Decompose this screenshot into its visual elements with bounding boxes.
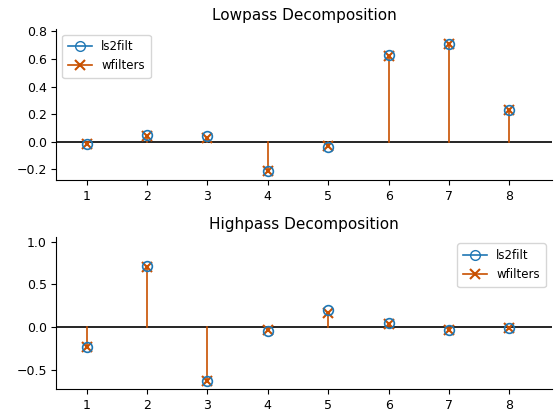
wfilters xyxy=(264,327,271,332)
wfilters xyxy=(204,379,211,384)
Title: Lowpass Decomposition: Lowpass Decomposition xyxy=(212,8,396,24)
wfilters xyxy=(264,168,271,173)
ls2filt xyxy=(264,168,271,173)
ls2filt xyxy=(506,326,513,331)
ls2filt xyxy=(506,108,513,113)
wfilters xyxy=(385,54,392,59)
wfilters xyxy=(506,108,513,113)
ls2filt xyxy=(325,307,332,312)
ls2filt xyxy=(264,328,271,333)
wfilters xyxy=(325,310,332,315)
wfilters xyxy=(144,265,151,270)
Line: wfilters: wfilters xyxy=(82,262,514,386)
ls2filt xyxy=(446,41,452,46)
ls2filt xyxy=(204,379,211,384)
Legend: ls2filt, wfilters: ls2filt, wfilters xyxy=(62,34,151,78)
ls2filt xyxy=(83,142,90,147)
wfilters xyxy=(83,344,90,349)
wfilters xyxy=(385,321,392,326)
Line: ls2filt: ls2filt xyxy=(82,39,514,176)
wfilters xyxy=(325,143,332,148)
ls2filt xyxy=(325,145,332,150)
ls2filt xyxy=(385,52,392,58)
wfilters xyxy=(446,41,452,46)
Line: ls2filt: ls2filt xyxy=(82,262,514,386)
Legend: ls2filt, wfilters: ls2filt, wfilters xyxy=(458,243,546,287)
wfilters xyxy=(204,135,211,140)
wfilters xyxy=(83,142,90,147)
Title: Highpass Decomposition: Highpass Decomposition xyxy=(209,217,399,232)
ls2filt xyxy=(385,320,392,326)
ls2filt xyxy=(144,264,151,269)
ls2filt xyxy=(83,344,90,349)
ls2filt xyxy=(204,134,211,139)
wfilters xyxy=(506,326,513,331)
ls2filt xyxy=(144,132,151,137)
Line: wfilters: wfilters xyxy=(82,39,514,176)
wfilters xyxy=(446,327,452,332)
ls2filt xyxy=(446,327,452,332)
wfilters xyxy=(144,134,151,139)
